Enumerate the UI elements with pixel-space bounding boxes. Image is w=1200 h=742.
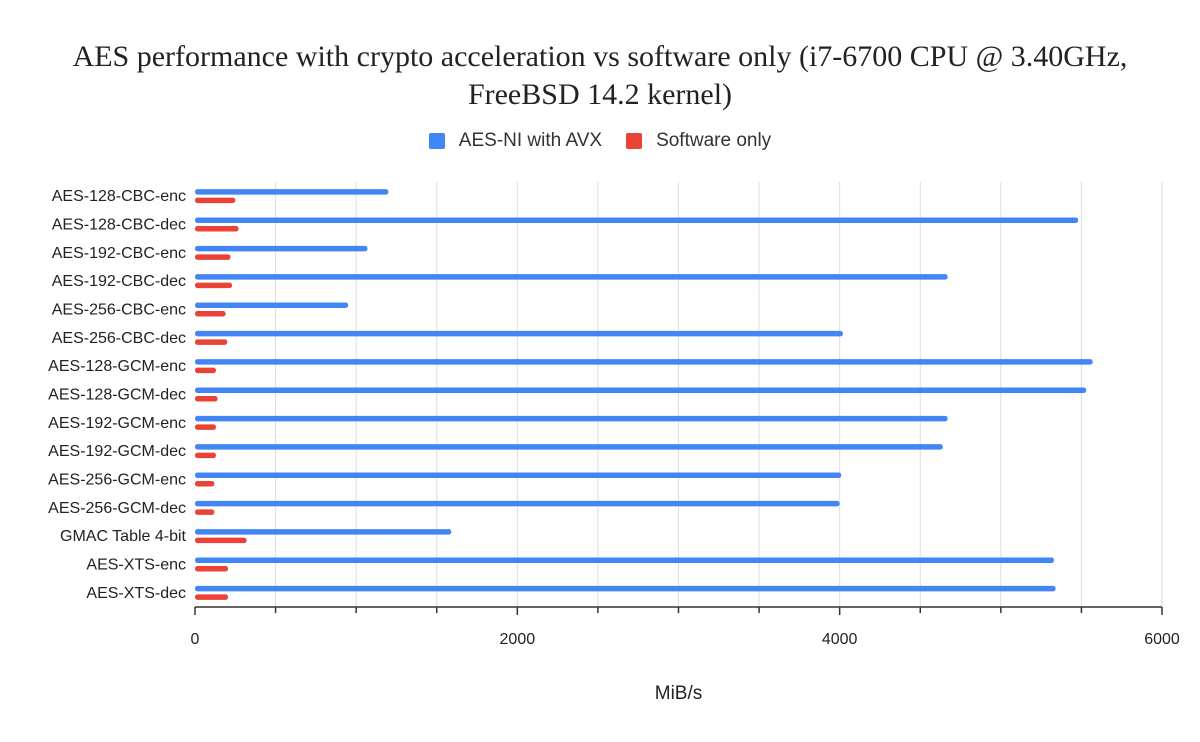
category-label: AES-256-CBC-dec <box>52 330 186 347</box>
category-label: AES-256-CBC-enc <box>52 302 186 319</box>
gridlines <box>275 182 1163 607</box>
bar-software <box>195 452 216 459</box>
bar-software <box>195 197 236 204</box>
bar-software <box>195 226 239 232</box>
x-axis: 0 2000 4000 6000 <box>191 606 1180 648</box>
category-label: AES-XTS-enc <box>86 557 186 574</box>
chart-title: AES performance with crypto acceleration… <box>0 38 1200 114</box>
x-tick-label: 6000 <box>1144 631 1180 648</box>
bar-software <box>195 509 215 515</box>
bar-aes-ni <box>195 330 843 337</box>
x-tick-label: 0 <box>191 631 200 648</box>
category-label: AES-128-GCM-enc <box>48 358 186 375</box>
category-label: AES-128-CBC-enc <box>52 188 186 205</box>
bar-software <box>195 424 216 430</box>
bar-aes-ni <box>195 217 1079 223</box>
bar-aes-ni <box>195 387 1087 393</box>
bar-software <box>195 367 216 374</box>
bar-aes-ni <box>195 245 368 252</box>
category-label: AES-192-CBC-enc <box>52 245 186 262</box>
x-tick-label: 4000 <box>822 631 858 648</box>
bar-aes-ni <box>195 359 1093 365</box>
bar-software <box>195 566 229 572</box>
bar-software <box>195 481 215 487</box>
x-axis-title: MiB/s <box>655 683 703 704</box>
bars <box>195 189 1093 600</box>
chart-title-line-1: AES performance with crypto acceleration… <box>72 40 1128 73</box>
legend-item-software[interactable]: Software only <box>626 130 771 152</box>
category-label: GMAC Table 4-bit <box>60 528 187 545</box>
category-label: AES-256-GCM-dec <box>48 500 186 517</box>
legend-swatch-aes-ni <box>428 133 445 149</box>
category-label: AES-XTS-dec <box>86 585 186 602</box>
bar-aes-ni <box>195 444 943 450</box>
bar-aes-ni <box>195 529 452 535</box>
category-label: AES-192-GCM-dec <box>48 443 186 460</box>
legend-swatch-software <box>626 133 643 149</box>
category-label: AES-128-GCM-dec <box>48 387 186 404</box>
bar-software <box>195 339 228 345</box>
legend-item-aes-ni[interactable]: AES-NI with AVX <box>428 130 603 152</box>
bar-software <box>195 594 229 600</box>
legend: AES-NI with AVX Software only <box>0 130 1200 152</box>
bar-aes-ni <box>195 500 840 507</box>
category-labels: AES-128-CBC-enc AES-128-CBC-dec AES-192-CB… <box>48 188 186 602</box>
legend-label-software: Software only <box>656 130 772 151</box>
bar-software <box>195 396 218 402</box>
bar-aes-ni <box>195 302 349 308</box>
bar-software <box>195 254 231 260</box>
bar-software <box>195 282 233 289</box>
bar-aes-ni <box>195 189 389 195</box>
bar-aes-ni <box>195 274 948 280</box>
bar-software <box>195 311 226 317</box>
category-label: AES-192-CBC-dec <box>52 273 186 290</box>
bar-aes-ni <box>195 557 1055 563</box>
category-label: AES-192-GCM-enc <box>48 415 186 432</box>
chart-title-line-2: FreeBSD 14.2 kernel) <box>467 78 733 111</box>
legend-label-aes-ni: AES-NI with AVX <box>458 130 603 151</box>
category-label: AES-256-GCM-enc <box>48 472 186 489</box>
bar-aes-ni <box>195 415 948 422</box>
bar-software <box>195 537 247 544</box>
bar-aes-ni <box>195 472 842 478</box>
bar-aes-ni <box>195 585 1056 592</box>
x-tick-label: 2000 <box>500 631 536 648</box>
category-label: AES-128-CBC-dec <box>52 217 186 234</box>
